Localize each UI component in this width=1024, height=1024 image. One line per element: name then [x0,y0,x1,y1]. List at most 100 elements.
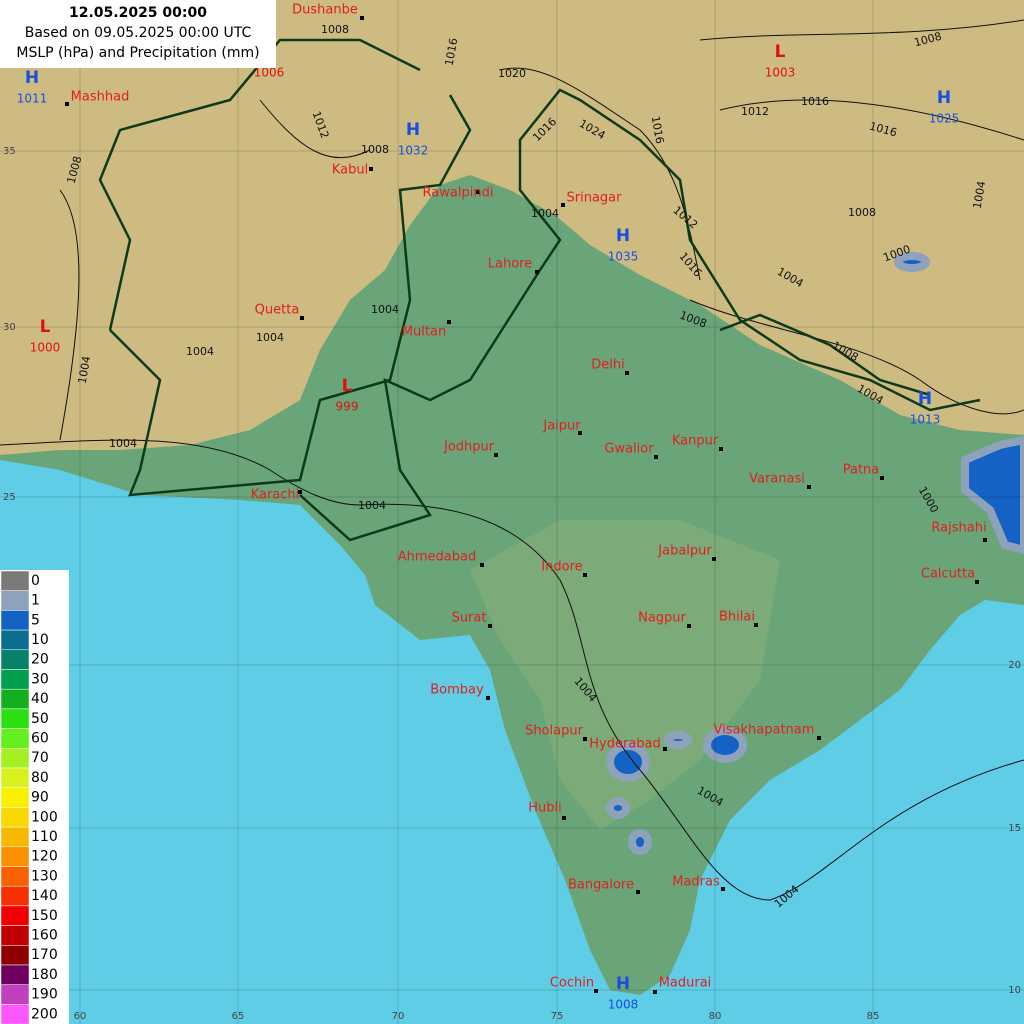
rain-area [894,252,930,272]
lon-label: 85 [867,1011,880,1022]
lon-label: 70 [392,1011,405,1022]
legend: 0 1 5 10 20 30 40 50 60 70 80 90 100 110 120 130 140 150 1… [0,570,69,1024]
legend-swatch [0,767,30,788]
city-label: Bhilai [719,610,755,625]
legend-label: 130 [31,868,58,884]
legend-swatch [0,846,30,867]
city-label: Varanasi [749,472,805,487]
header: 12.05.2025 00:00 Based on 09.05.2025 00:… [0,0,276,68]
legend-swatch [0,610,30,631]
pressure-value: 1013 [910,413,941,427]
legend-label: 150 [31,908,58,924]
city-label: Quetta [255,303,300,318]
city-label: Hubli [528,801,562,816]
city-label: Karachi [251,488,300,503]
lat-label: 25 [3,492,16,503]
borders [98,38,981,542]
rain-area [606,742,650,782]
rain-area [606,797,630,819]
city-dot [625,371,629,375]
isobar-label: 1004 [76,355,94,385]
lat-label: 15 [1008,823,1021,834]
legend-swatch [0,570,30,591]
border [109,94,472,497]
pressure-value: 1006 [254,66,285,80]
city-dot [880,476,884,480]
legend-swatch [0,787,30,808]
legend-label: 30 [31,671,49,687]
city-dot [583,573,587,577]
legend-label: 110 [31,829,58,845]
legend-label: 200 [31,1006,58,1022]
city-label: Cochin [550,976,594,991]
legend-swatch [0,1004,30,1024]
city-label: Patna [843,463,880,478]
city-label: Srinagar [567,191,623,206]
city-dot [583,737,587,741]
header-line: Based on 09.05.2025 00:00 UTC [24,25,252,41]
city-dot [494,453,498,457]
pressure-letter: H [616,974,630,994]
pressure-letter: H [616,226,630,246]
legend-label: 10 [31,632,49,648]
legend-swatch [0,708,30,729]
city-label: Madurai [659,976,712,991]
isobar [719,99,1024,141]
city-label: Bombay [430,683,484,698]
legend-swatch [0,826,30,848]
rain-area [664,731,692,749]
city-dot [636,890,640,894]
isobar-label: 1016 [649,115,667,145]
city-dot [983,538,987,542]
pressure-value: 1000 [30,341,61,355]
isobar [359,503,1024,901]
city-dot [719,447,723,451]
legend-label: 20 [31,652,49,668]
city-dot [594,989,598,993]
city-label: Ahmedabad [398,550,476,565]
isobar [259,99,371,159]
pressure-letter: H [937,88,951,108]
pressure-value: 999 [336,400,359,414]
legend-label: 120 [31,849,58,865]
legend-swatch [0,984,30,1005]
city-dot [754,623,758,627]
legend-label: 50 [31,711,49,727]
legend-label: 90 [31,790,49,806]
isobar-label: 1016 [443,37,461,67]
city-dot [653,990,657,994]
legend-label: 170 [31,947,58,963]
city-dot [562,816,566,820]
city-label: Rajshahi [931,521,986,536]
city-dot [476,190,480,194]
isobar-label: 1008 [361,143,389,156]
isobar [59,189,80,441]
city-dot [654,455,658,459]
legend-label: 5 [31,612,40,628]
lon-label: 65 [232,1011,245,1022]
pressure-letter: L [775,42,786,62]
precipitation [606,252,1024,855]
border [98,38,421,331]
pressure-letter: H [918,389,932,409]
city-label: Mashhad [71,90,130,105]
isobar-label: 1008 [321,23,349,36]
city-label: Lahore [488,257,532,272]
plateau [470,520,780,830]
city-dot [712,557,716,561]
city-dot [817,736,821,740]
city-label: Rawalpindi [423,186,494,201]
city-label: Madras [672,875,720,890]
legend-label: 190 [31,987,58,1003]
city-dot [486,696,490,700]
city-dot [480,563,484,567]
isobar-label: 1004 [971,180,989,210]
legend-swatch [0,688,30,710]
city-label: Multan [402,325,446,340]
city-dot [687,624,691,628]
pressure-value: 1025 [929,112,960,126]
city-dot [807,485,811,489]
rain-area [628,829,652,855]
isobar-label: 1020 [498,67,526,80]
